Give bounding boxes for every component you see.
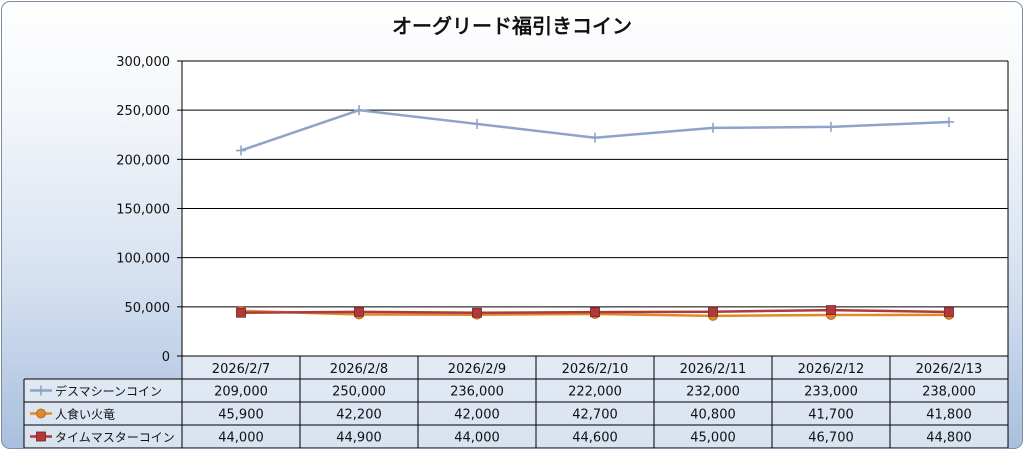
x-category-label: 2026/2/9 (448, 362, 506, 377)
series-name-label: デスマシーンコイン (55, 384, 162, 399)
data-value-label: 44,000 (218, 431, 264, 446)
y-tick-label: 200,000 (116, 153, 170, 168)
data-point (590, 132, 600, 143)
grid-lines (177, 60, 1009, 357)
data-point (590, 307, 600, 318)
data-value-label: 44,600 (572, 431, 618, 446)
data-point (708, 122, 718, 133)
data-point (944, 307, 954, 317)
data-point (236, 307, 246, 318)
x-category-label: 2026/2/12 (798, 362, 865, 377)
y-tick-label: 0 (162, 350, 170, 365)
data-point (708, 306, 718, 317)
table-body-bg (24, 379, 1008, 448)
data-value-label: 42,700 (572, 408, 618, 423)
data-point (354, 105, 364, 116)
series-name-label: タイムマスターコイン (55, 431, 175, 445)
data-point (826, 121, 836, 132)
data-point (826, 305, 836, 315)
data-point (354, 306, 364, 317)
data-value-label: 41,800 (926, 408, 972, 423)
data-value-label: 42,000 (454, 408, 500, 423)
legend-key-marker (36, 408, 46, 419)
data-point (236, 145, 246, 156)
y-axis-ticks: 0 50,000 100,000 150,000 200,000 250,000 300,0… (116, 55, 170, 365)
y-tick-label: 250,000 (116, 104, 170, 119)
x-category-label: 2026/2/11 (680, 362, 747, 377)
data-value-label: 238,000 (922, 385, 976, 400)
data-value-label: 250,000 (332, 385, 386, 400)
chart-title: オーグリード福引きコイン (392, 14, 632, 38)
legend-key-marker (36, 431, 46, 442)
data-value-label: 45,000 (690, 431, 736, 446)
data-value-label: 42,200 (336, 408, 382, 423)
data-value-label: 44,900 (336, 431, 382, 446)
series-name-label: 人食い火竜 (55, 407, 115, 422)
data-table: 2026/2/7 2026/2/8 2026/2/9 2026/2/10 2026/2/… (23, 355, 1009, 448)
legend-key-marker (36, 385, 46, 396)
table-header-bg (182, 356, 1008, 379)
x-category-label: 2026/2/13 (916, 362, 983, 377)
data-value-label: 233,000 (804, 385, 858, 400)
y-tick-label: 100,000 (116, 252, 170, 267)
x-category-label: 2026/2/10 (562, 362, 629, 377)
y-tick-label: 150,000 (116, 203, 170, 218)
series-lines (236, 105, 954, 321)
data-value-label: 40,800 (690, 408, 736, 423)
data-value-label: 45,900 (218, 408, 264, 423)
data-point (472, 118, 482, 129)
data-value-label: 236,000 (450, 385, 504, 400)
y-tick-label: 300,000 (116, 55, 170, 70)
data-value-label: 44,000 (454, 431, 500, 446)
data-point (944, 116, 954, 127)
data-value-label: 44,800 (926, 431, 972, 446)
data-value-label: 232,000 (686, 385, 740, 400)
x-category-label: 2026/2/7 (212, 362, 270, 377)
data-value-label: 222,000 (568, 385, 622, 400)
data-value-label: 46,700 (808, 431, 854, 446)
data-point (472, 307, 482, 318)
y-tick-label: 50,000 (125, 301, 171, 316)
data-value-label: 41,700 (808, 408, 854, 423)
x-category-label: 2026/2/8 (330, 362, 388, 377)
data-value-label: 209,000 (214, 385, 268, 400)
